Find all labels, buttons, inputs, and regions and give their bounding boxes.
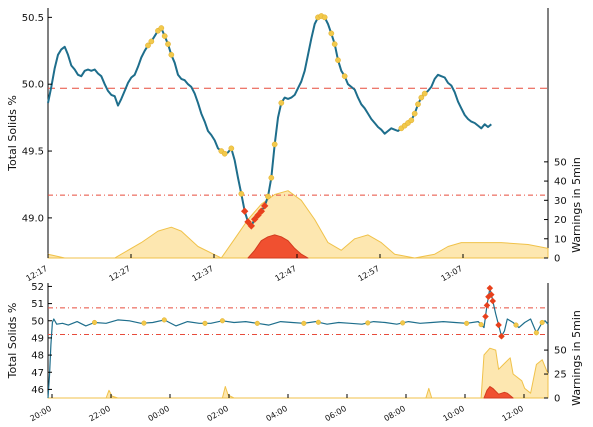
- p1-warning-point-yellow: [328, 30, 335, 37]
- p2-warning-point-yellow: [464, 320, 470, 326]
- p1-y-tick-label: 49.0: [22, 213, 44, 224]
- p2-warning-point-red: [486, 284, 494, 292]
- p2-x-tick-label: 22:00: [88, 404, 112, 423]
- p1-warning-point-yellow: [148, 38, 155, 45]
- p1-x-tick-label: 12:57: [357, 264, 381, 283]
- p2-warning-point-yellow: [513, 322, 519, 328]
- p2-x-tick-label: 06:00: [324, 404, 348, 423]
- p2-warning-point-red: [489, 297, 497, 305]
- p1-y2-tick-label: 40: [554, 177, 567, 188]
- p1-x-tick-label: 12:47: [274, 264, 298, 283]
- p1-y-tick-label: 50.5: [22, 13, 44, 24]
- p1-warning-point-yellow: [408, 117, 415, 124]
- p1-warnings-red-area: [247, 234, 309, 259]
- p1-warning-point-yellow: [278, 100, 285, 106]
- p2-warning-point-red: [495, 321, 502, 329]
- p1-warning-point-yellow: [268, 174, 275, 181]
- p2-warning-point-yellow: [161, 317, 167, 323]
- p2-y-tick-label: 47: [31, 368, 44, 379]
- p2-y2-tick-label: 50: [554, 346, 567, 357]
- p1-warning-point-yellow: [145, 42, 151, 49]
- p1-warning-point-yellow: [161, 33, 168, 39]
- p2-warning-point-yellow: [202, 320, 208, 326]
- p2-warning-point-yellow: [478, 322, 484, 328]
- p2-warning-point-yellow: [91, 319, 98, 326]
- p2-x-tick-label: 08:00: [383, 404, 407, 423]
- p1-warning-point-red: [240, 207, 249, 215]
- p2-y2-tick-label: 0: [554, 394, 560, 405]
- p1-x-tick-label: 12:27: [108, 264, 132, 283]
- p1-warning-point-yellow: [415, 101, 421, 108]
- p1-warning-point-yellow: [168, 51, 175, 58]
- p2-x-tick-label: 12:00: [501, 404, 525, 423]
- p2-warnings-red-area: [483, 386, 514, 399]
- p2-y-tick-label: 48: [31, 351, 44, 362]
- p1-warnings-yellow-area: [47, 190, 549, 259]
- p1-warning-point-yellow: [221, 150, 228, 157]
- p2-warnings-yellow-area: [47, 347, 549, 399]
- p1-warning-point-yellow: [321, 14, 328, 21]
- p2-x-tick-label: 02:00: [206, 404, 230, 423]
- p1-y2-tick-label: 10: [554, 234, 567, 245]
- p1-x-tick-label: 12:37: [191, 264, 215, 283]
- p1-y-tick-label: 50.0: [22, 80, 44, 91]
- p2-y-tick-label: 46: [31, 385, 44, 396]
- p2-x-tick-label: 10:00: [442, 404, 466, 423]
- p1-y2-tick-label: 50: [554, 157, 567, 168]
- p1-warning-point-red: [257, 207, 266, 215]
- p1-warning-point-yellow: [331, 41, 338, 47]
- p1-warning-point-yellow: [335, 57, 341, 63]
- p2-warning-point-red: [498, 332, 505, 340]
- p2-y-tick-label: 50: [31, 316, 44, 327]
- p1-warning-point-yellow: [228, 145, 235, 152]
- p2-warning-point-yellow: [365, 320, 371, 326]
- p1-y-axis-label: Total Solids %: [6, 95, 19, 172]
- p2-warning-point-red: [483, 302, 491, 309]
- p1-x-tick-label: 13:07: [440, 264, 464, 283]
- p2-warning-point-yellow: [141, 320, 147, 326]
- p1-y2-axis-label: Warnings in 5min: [570, 157, 583, 253]
- p2-total-solids-line: [47, 287, 549, 399]
- p1-y2-tick-label: 20: [554, 215, 567, 226]
- p2-warning-point-yellow: [219, 318, 225, 324]
- p1-warning-point-yellow: [158, 25, 165, 31]
- p2-warning-point-yellow: [254, 320, 260, 326]
- p2-y-tick-label: 49: [31, 333, 44, 344]
- p1-y-tick-label: 49.5: [22, 147, 44, 158]
- p2-y-tick-label: 52: [31, 282, 44, 293]
- p2-warning-point-red: [488, 291, 495, 298]
- p1-warning-point-yellow: [411, 110, 418, 117]
- p2-warning-point-red: [482, 313, 489, 320]
- p1-y2-tick-label: 30: [554, 196, 567, 207]
- p2-y2-tick-label: 25: [554, 370, 567, 381]
- p1-warning-point-yellow: [238, 190, 245, 197]
- p1-warning-point-yellow: [265, 193, 271, 200]
- p1-warning-point-yellow: [165, 41, 171, 47]
- p2-warning-point-yellow: [539, 319, 545, 326]
- p2-x-tick-label: 04:00: [265, 404, 289, 423]
- p2-x-tick-label: 20:00: [29, 404, 53, 423]
- p2-warning-point-yellow: [400, 320, 406, 326]
- p1-x-tick-label: 12:17: [25, 264, 49, 283]
- p2-y-tick-label: 51: [31, 299, 44, 310]
- p2-warning-point-yellow: [315, 319, 321, 325]
- p2-x-tick-label: 00:00: [147, 404, 171, 423]
- p1-warning-point-yellow: [271, 141, 278, 148]
- p1-warning-point-yellow: [421, 90, 428, 97]
- p1-warning-point-yellow: [341, 73, 348, 80]
- p2-y-axis-label: Total Solids %: [6, 303, 19, 380]
- p2-warning-point-yellow: [533, 330, 539, 336]
- p2-warning-point-yellow: [301, 320, 307, 326]
- p1-y2-tick-label: 0: [554, 254, 560, 265]
- p1-warning-point-yellow: [418, 94, 425, 101]
- p2-y2-axis-label: Warnings in 5min: [570, 310, 583, 406]
